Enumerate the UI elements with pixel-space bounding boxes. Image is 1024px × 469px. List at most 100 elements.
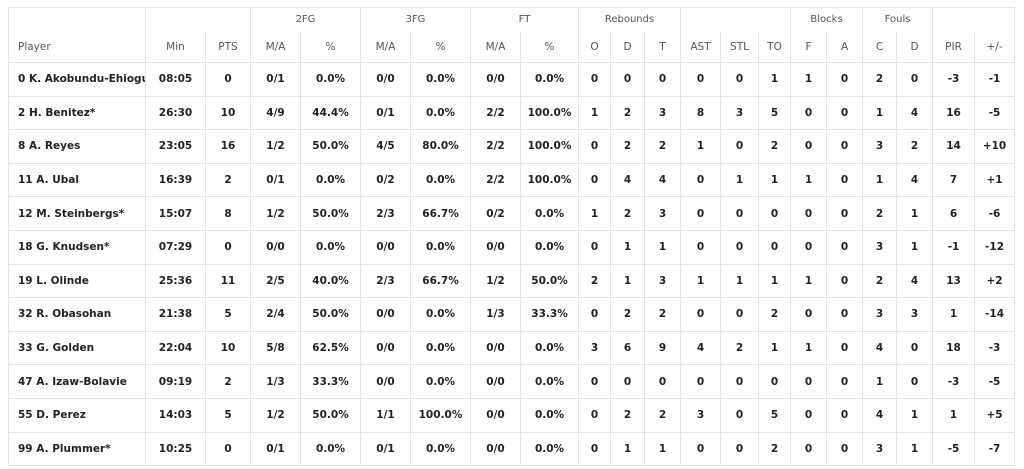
- stat-cell: 5: [205, 297, 251, 332]
- stat-cell: 14: [932, 129, 976, 164]
- stat-cell: 4: [896, 162, 934, 198]
- stat-cell: +10: [974, 129, 1016, 164]
- stat-cell: 21:38: [145, 297, 206, 332]
- stat-cell: 100.0%: [520, 162, 579, 198]
- stat-cell: 26:30: [145, 95, 206, 131]
- stat-cell: 9: [643, 330, 682, 366]
- player-row: 99 A. Plummer* 10:25 0 0/1 0.0% 0/1 0.0% 0/0 0.0…: [8, 431, 1016, 467]
- player-row: 33 G. Golden 22:04 10 5/8 62.5% 0/0 0.0% 0/0 0.0…: [8, 330, 1016, 366]
- stat-cell: 3: [862, 431, 898, 467]
- column-header: F: [790, 31, 828, 63]
- stat-cell: 3: [862, 129, 898, 164]
- player-row: 32 R. Obasohan 21:38 5 2/4 50.0% 0/0 0.0% 1/3 33…: [8, 297, 1016, 332]
- stat-cell: 0: [643, 62, 682, 97]
- stat-cell: 18: [932, 330, 976, 366]
- player-name: 47 A. Izaw-Bolavie: [8, 364, 146, 399]
- stat-cell: 0: [826, 229, 864, 265]
- stat-cell: 0.0%: [520, 364, 579, 399]
- stat-cell: 0: [680, 431, 722, 467]
- player-row: 2 H. Benitez* 26:30 10 4/9 44.4% 0/1 0.0% 2/2 10…: [8, 95, 1016, 131]
- stat-cell: 50.0%: [300, 297, 361, 332]
- stat-cell: 1: [610, 431, 645, 467]
- column-header: TO: [758, 31, 792, 63]
- stat-cell: 11: [205, 263, 251, 299]
- column-header: O: [578, 31, 611, 63]
- table-body: 0 K. Akobundu-Ehiogu* 08:05 0 0/1 0.0% 0/0 0.0…: [8, 62, 1016, 467]
- stat-cell: 3: [680, 397, 722, 433]
- player-name: 19 L. Olinde: [8, 263, 146, 299]
- stat-cell: 0.0%: [410, 95, 471, 131]
- player-name: 99 A. Plummer*: [8, 431, 146, 467]
- stat-cell: 2: [610, 196, 645, 231]
- stat-cell: 0/0: [470, 62, 521, 97]
- stat-cell: 0: [896, 330, 934, 366]
- stat-cell: 1: [896, 431, 934, 467]
- stat-cell: 0: [826, 330, 864, 366]
- stat-cell: 2/3: [360, 263, 411, 299]
- stat-cell: 14:03: [145, 397, 206, 433]
- stat-cell: 0: [826, 297, 864, 332]
- stat-cell: 0/1: [250, 62, 301, 97]
- stat-cell: 1: [896, 196, 934, 231]
- stat-cell: 1: [680, 129, 722, 164]
- stat-cell: 0: [720, 129, 760, 164]
- stat-cell: 3: [578, 330, 611, 366]
- column-header: C: [862, 31, 898, 63]
- stat-cell: 0: [826, 431, 864, 467]
- stat-cell: 1: [643, 229, 682, 265]
- stat-cell: 4: [896, 95, 934, 131]
- stat-cell: 1/2: [250, 196, 301, 231]
- stat-cell: 4: [680, 330, 722, 366]
- stat-cell: 4: [862, 397, 898, 433]
- group-header: [680, 7, 792, 31]
- stat-cell: 0: [578, 162, 611, 198]
- stat-cell: 2: [643, 297, 682, 332]
- stat-cell: -3: [932, 364, 976, 399]
- stat-cell: 4: [610, 162, 645, 198]
- stat-cell: 5: [758, 95, 792, 131]
- column-header: PTS: [205, 31, 251, 63]
- stat-cell: 3: [896, 297, 934, 332]
- group-header: Fouls: [862, 7, 934, 31]
- stat-cell: 0: [790, 196, 828, 231]
- stat-cell: 1: [578, 196, 611, 231]
- stat-cell: 0: [680, 364, 722, 399]
- stat-cell: 0: [610, 62, 645, 97]
- stat-cell: 0/0: [360, 62, 411, 97]
- stat-cell: 0.0%: [520, 397, 579, 433]
- stat-cell: -5: [974, 364, 1016, 399]
- stat-cell: 1/3: [250, 364, 301, 399]
- group-header: [145, 7, 251, 31]
- stat-cell: 100.0%: [520, 129, 579, 164]
- stat-cell: 10: [205, 330, 251, 366]
- stat-cell: 1/1: [360, 397, 411, 433]
- stat-cell: 6: [610, 330, 645, 366]
- stat-cell: 100.0%: [520, 95, 579, 131]
- stat-cell: 0: [578, 431, 611, 467]
- stat-cell: 1: [790, 263, 828, 299]
- stat-cell: +1: [974, 162, 1016, 198]
- player-name: 33 G. Golden: [8, 330, 146, 366]
- stat-cell: 44.4%: [300, 95, 361, 131]
- stat-cell: 16: [205, 129, 251, 164]
- stat-cell: -5: [932, 431, 976, 467]
- stat-cell: 1: [932, 297, 976, 332]
- column-header: D: [896, 31, 934, 63]
- stat-cell: 1/2: [470, 263, 521, 299]
- stat-cell: -1: [974, 62, 1016, 97]
- stat-cell: 2/4: [250, 297, 301, 332]
- stat-cell: 0: [720, 62, 760, 97]
- stat-cell: 1: [680, 263, 722, 299]
- stat-cell: 0/0: [360, 297, 411, 332]
- stat-cell: 0.0%: [300, 162, 361, 198]
- stat-cell: 0.0%: [410, 229, 471, 265]
- stat-cell: 0: [790, 95, 828, 131]
- stat-cell: 0: [826, 397, 864, 433]
- stat-cell: 0/0: [250, 229, 301, 265]
- stat-cell: 08:05: [145, 62, 206, 97]
- stat-cell: 0: [205, 62, 251, 97]
- stat-cell: 2/2: [470, 129, 521, 164]
- player-row: 47 A. Izaw-Bolavie 09:19 2 1/3 33.3% 0/0 0.0% 0…: [8, 364, 1016, 399]
- column-header: D: [610, 31, 645, 63]
